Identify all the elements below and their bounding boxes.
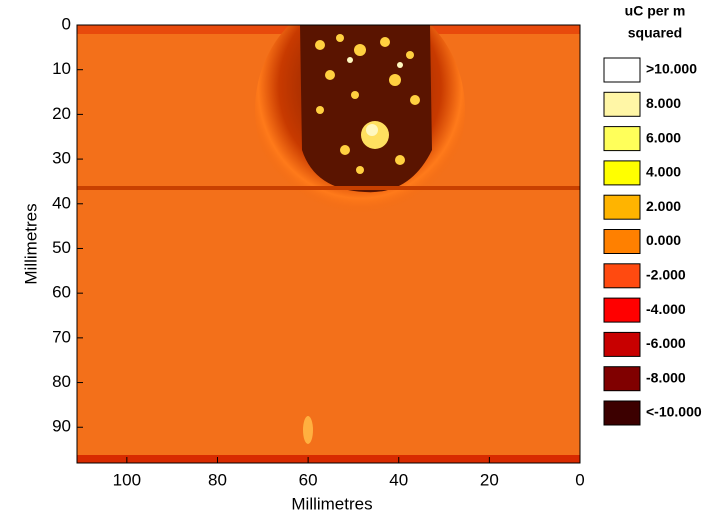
y-tick-label: 10 <box>52 59 71 78</box>
x-axis-label: Millimetres <box>291 494 372 513</box>
y-tick-label: 50 <box>52 238 71 257</box>
legend-label: 4.000 <box>646 164 681 180</box>
y-tick-label: 20 <box>52 104 71 123</box>
legend-title: squared <box>628 25 682 41</box>
x-tick-label: 40 <box>389 470 408 489</box>
x-tick-label: 0 <box>575 470 584 489</box>
x-tick-label: 100 <box>113 470 141 489</box>
x-tick-label: 80 <box>208 470 227 489</box>
legend-label: >10.000 <box>646 61 697 77</box>
plot-frame <box>76 24 581 464</box>
legend-label: -4.000 <box>646 301 686 317</box>
y-tick-label: 60 <box>52 283 71 302</box>
y-tick-label: 80 <box>52 372 71 391</box>
legend-swatch <box>603 160 641 186</box>
x-tick-label: 60 <box>299 470 318 489</box>
legend-swatch <box>603 126 641 152</box>
y-tick-label: 70 <box>52 327 71 346</box>
legend-swatch <box>603 91 641 117</box>
legend-swatch <box>603 194 641 220</box>
y-tick-label: 40 <box>52 193 71 212</box>
legend-label: -8.000 <box>646 369 686 385</box>
y-tick-label: 0 <box>62 14 71 33</box>
legend-swatch <box>603 57 641 83</box>
legend-label: 6.000 <box>646 129 681 145</box>
legend-swatch <box>603 331 641 357</box>
legend-swatch <box>603 263 641 289</box>
y-tick-label: 30 <box>52 149 71 168</box>
y-tick-label: 90 <box>52 417 71 436</box>
legend-label: 8.000 <box>646 95 681 111</box>
y-axis-label: Millimetres <box>21 203 40 284</box>
legend-label: 0.000 <box>646 232 681 248</box>
legend-swatch <box>603 400 641 426</box>
legend-label: -2.000 <box>646 267 686 283</box>
legend-swatch <box>603 229 641 254</box>
legend-label: <-10.000 <box>646 404 702 420</box>
x-tick-label: 20 <box>480 470 499 489</box>
legend-label: -6.000 <box>646 335 686 351</box>
legend-swatch <box>603 366 641 392</box>
heatmap-image <box>77 25 580 463</box>
legend-label: 2.000 <box>646 198 681 214</box>
legend-swatch <box>603 297 641 323</box>
legend-title: uC per m <box>625 3 686 19</box>
